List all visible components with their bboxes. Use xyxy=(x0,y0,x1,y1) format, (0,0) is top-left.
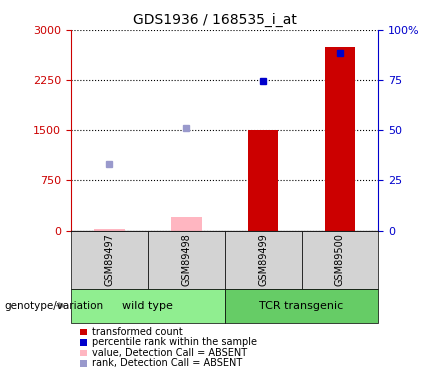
Bar xyxy=(80,328,87,335)
Bar xyxy=(80,350,87,356)
Text: GSM89499: GSM89499 xyxy=(258,233,268,286)
Bar xyxy=(71,289,224,322)
Bar xyxy=(71,231,148,289)
Text: genotype/variation: genotype/variation xyxy=(4,301,104,310)
Bar xyxy=(248,130,279,231)
Text: percentile rank within the sample: percentile rank within the sample xyxy=(92,338,257,347)
Bar xyxy=(224,231,301,289)
Text: value, Detection Call = ABSENT: value, Detection Call = ABSENT xyxy=(92,348,247,358)
Bar xyxy=(148,231,224,289)
Text: TCR transgenic: TCR transgenic xyxy=(259,301,344,310)
Text: GSM89498: GSM89498 xyxy=(181,233,191,286)
Bar xyxy=(301,231,378,289)
Bar xyxy=(224,289,378,322)
Bar xyxy=(325,47,355,231)
Bar xyxy=(80,339,87,346)
Text: rank, Detection Call = ABSENT: rank, Detection Call = ABSENT xyxy=(92,358,242,368)
Bar xyxy=(171,217,202,231)
Text: transformed count: transformed count xyxy=(92,327,182,337)
Text: wild type: wild type xyxy=(123,301,173,310)
Bar xyxy=(80,360,87,367)
Text: GSM89500: GSM89500 xyxy=(335,233,345,286)
Bar xyxy=(94,229,125,231)
Text: GSM89497: GSM89497 xyxy=(104,233,114,286)
Text: GDS1936 / 168535_i_at: GDS1936 / 168535_i_at xyxy=(133,13,297,27)
